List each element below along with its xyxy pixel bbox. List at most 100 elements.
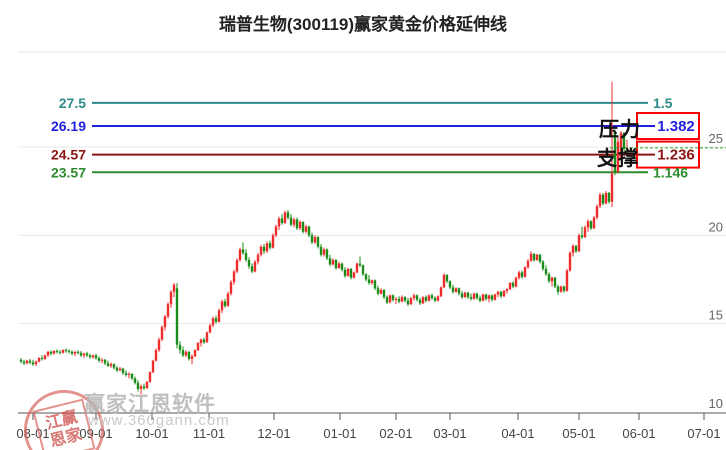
candle-body (214, 318, 218, 322)
candle-body (466, 292, 470, 298)
x-tick-label: 09-01 (79, 426, 112, 441)
candle-body (454, 288, 458, 292)
candle-body (580, 235, 584, 238)
candle-body (46, 351, 50, 356)
candle-body (202, 339, 206, 343)
candle-body (313, 237, 317, 243)
candle-body (70, 351, 74, 354)
candle-body (121, 368, 125, 374)
candle-body (142, 386, 146, 389)
candle-body (385, 297, 389, 303)
candle-body (499, 291, 503, 297)
level-left-label: 27.5 (59, 95, 86, 111)
candle-body (28, 360, 32, 363)
candle-body (205, 332, 209, 343)
candle-body (565, 270, 569, 291)
candle-body (421, 297, 425, 304)
candle-body (178, 344, 182, 351)
candle-body (355, 263, 359, 273)
candle-body (562, 286, 566, 291)
candle-body (478, 297, 482, 301)
watermark-url: www.360gann.com (88, 412, 230, 429)
candle-body (100, 359, 104, 361)
candle-body (166, 304, 170, 317)
candle-body (463, 292, 467, 298)
candle-body (331, 260, 335, 265)
y-tick-label: 10 (709, 396, 723, 411)
candle-body (436, 296, 440, 301)
candle-body (556, 286, 560, 292)
candle-body (517, 272, 521, 278)
candle-body (568, 252, 572, 271)
x-tick-label: 08-01 (16, 426, 49, 441)
candle-body (133, 378, 137, 383)
candle-body (241, 249, 245, 253)
candle-body (409, 297, 413, 305)
candle-body (103, 359, 107, 364)
candle-body (397, 298, 401, 302)
candle-body (199, 339, 203, 344)
candle-body (595, 206, 599, 218)
x-tick-label: 04-01 (501, 426, 534, 441)
candle-body (136, 382, 140, 389)
candle-body (424, 297, 428, 301)
x-tick-label: 03-01 (433, 426, 466, 441)
candle-body (151, 360, 155, 373)
candle-body (451, 287, 455, 292)
candle-body (418, 299, 422, 304)
level-left-label: 26.19 (51, 118, 86, 134)
candle-body (319, 246, 323, 255)
candle-body (295, 219, 299, 229)
candle-body (547, 274, 551, 282)
candle-body (274, 226, 278, 236)
candle-body (145, 381, 149, 389)
candle-body (511, 282, 515, 287)
candle-body (613, 132, 617, 172)
level-ratio-label: 1.236 (657, 147, 695, 164)
candle-body (238, 249, 242, 261)
candle-body (220, 301, 224, 311)
candle-body (592, 217, 596, 229)
candle-body (286, 212, 290, 218)
x-tick-label: 01-01 (323, 426, 356, 441)
x-tick-label: 05-01 (562, 426, 595, 441)
candle-body (358, 263, 362, 266)
candle-body (379, 290, 383, 294)
candle-body (493, 294, 497, 300)
candle-body (442, 275, 446, 288)
candle-body (538, 254, 542, 262)
candle-body (412, 295, 416, 298)
candle-body (115, 367, 119, 371)
candle-body (40, 358, 44, 360)
level-alert-box (636, 140, 700, 169)
candle-body (163, 316, 167, 328)
candle-body (256, 254, 260, 262)
level-alert-box (636, 111, 700, 140)
candle-body (244, 252, 248, 261)
candle-body (124, 373, 128, 375)
x-tick-label: 06-01 (622, 426, 655, 441)
candle-body (196, 343, 200, 351)
candle-body (586, 221, 590, 228)
candle-body (622, 132, 626, 149)
candle-body (259, 246, 263, 255)
watermark-brand: 赢家江恩软件 (84, 393, 216, 416)
candle-body (550, 277, 554, 282)
candle-body (34, 361, 38, 365)
candle-body (415, 295, 419, 300)
candle-body (496, 291, 500, 295)
candle-body (328, 258, 332, 265)
candle-body (325, 249, 329, 259)
level-left-label: 24.57 (51, 147, 86, 163)
candle-body (388, 295, 392, 303)
candle-body (109, 364, 113, 366)
candle-body (88, 355, 92, 358)
level-ratio-label: 1.146 (653, 164, 688, 180)
candle-body (514, 277, 518, 287)
candle-body (508, 282, 512, 290)
y-tick-label: 15 (709, 308, 723, 323)
candle-body (277, 218, 281, 227)
candle-body (553, 277, 557, 287)
candle-body (619, 132, 623, 160)
candle-body (130, 373, 134, 379)
